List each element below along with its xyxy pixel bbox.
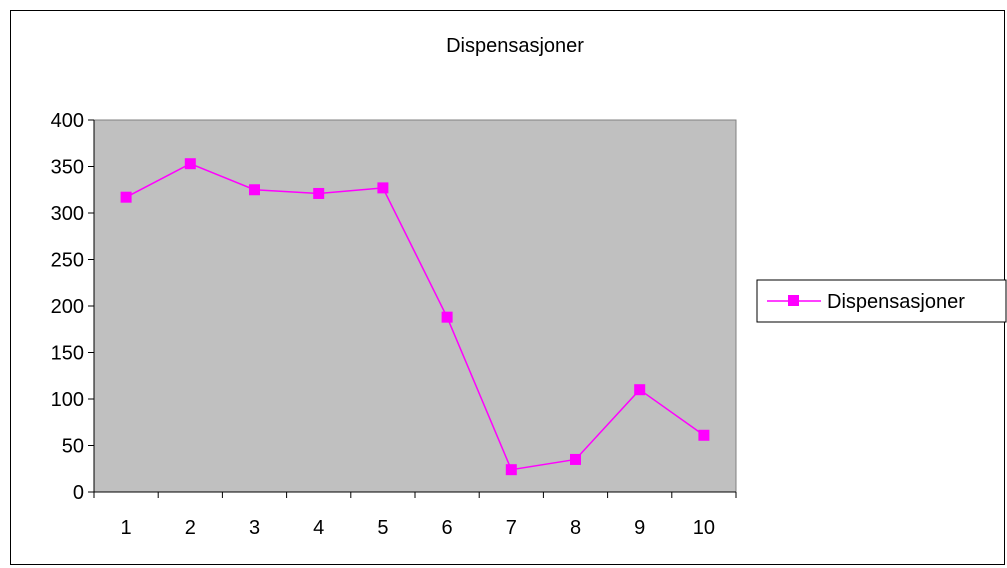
data-point — [249, 184, 260, 196]
data-point — [313, 187, 325, 199]
x-tick-label: 5 — [377, 517, 388, 539]
data-point — [441, 311, 453, 323]
chart-title: Dispensasjoner — [446, 35, 584, 57]
y-tick-label: 250 — [51, 250, 84, 272]
x-tick-label: 1 — [121, 517, 132, 539]
data-point — [698, 429, 710, 441]
data-point — [505, 464, 517, 476]
series-layer — [120, 158, 710, 476]
y-tick-label: 300 — [51, 203, 84, 225]
y-tick-label: 150 — [51, 343, 84, 365]
legend: Dispensasjoner — [756, 279, 1007, 323]
x-tick-label: 3 — [249, 517, 260, 539]
data-point — [634, 384, 646, 396]
y-tick-label: 100 — [51, 389, 84, 411]
x-tick-label: 8 — [570, 517, 581, 539]
y-tick-label: 200 — [51, 296, 84, 318]
x-tick-label: 4 — [313, 517, 324, 539]
y-tick-label: 350 — [51, 157, 84, 179]
data-point — [377, 182, 389, 194]
axes: 0 50 100 150 200 250 300 350 400 1 2 3 4 5 6 7 8 9 10 — [51, 110, 737, 539]
legend-marker — [788, 295, 799, 306]
series-line — [125, 162, 705, 471]
x-tick-label: 6 — [442, 517, 453, 539]
y-tick-label: 400 — [51, 110, 84, 132]
y-tick-label: 50 — [62, 436, 84, 458]
y-tick-label: 0 — [73, 482, 84, 504]
data-point — [570, 453, 581, 465]
x-tick-label: 9 — [634, 517, 645, 539]
plot-area — [93, 119, 737, 493]
x-tick-label: 7 — [506, 517, 517, 539]
x-tick-label: 2 — [185, 517, 196, 539]
data-point — [184, 158, 196, 170]
legend-label: Dispensasjoner — [827, 291, 965, 313]
data-point — [120, 191, 132, 203]
x-tick-label: 10 — [693, 517, 715, 539]
